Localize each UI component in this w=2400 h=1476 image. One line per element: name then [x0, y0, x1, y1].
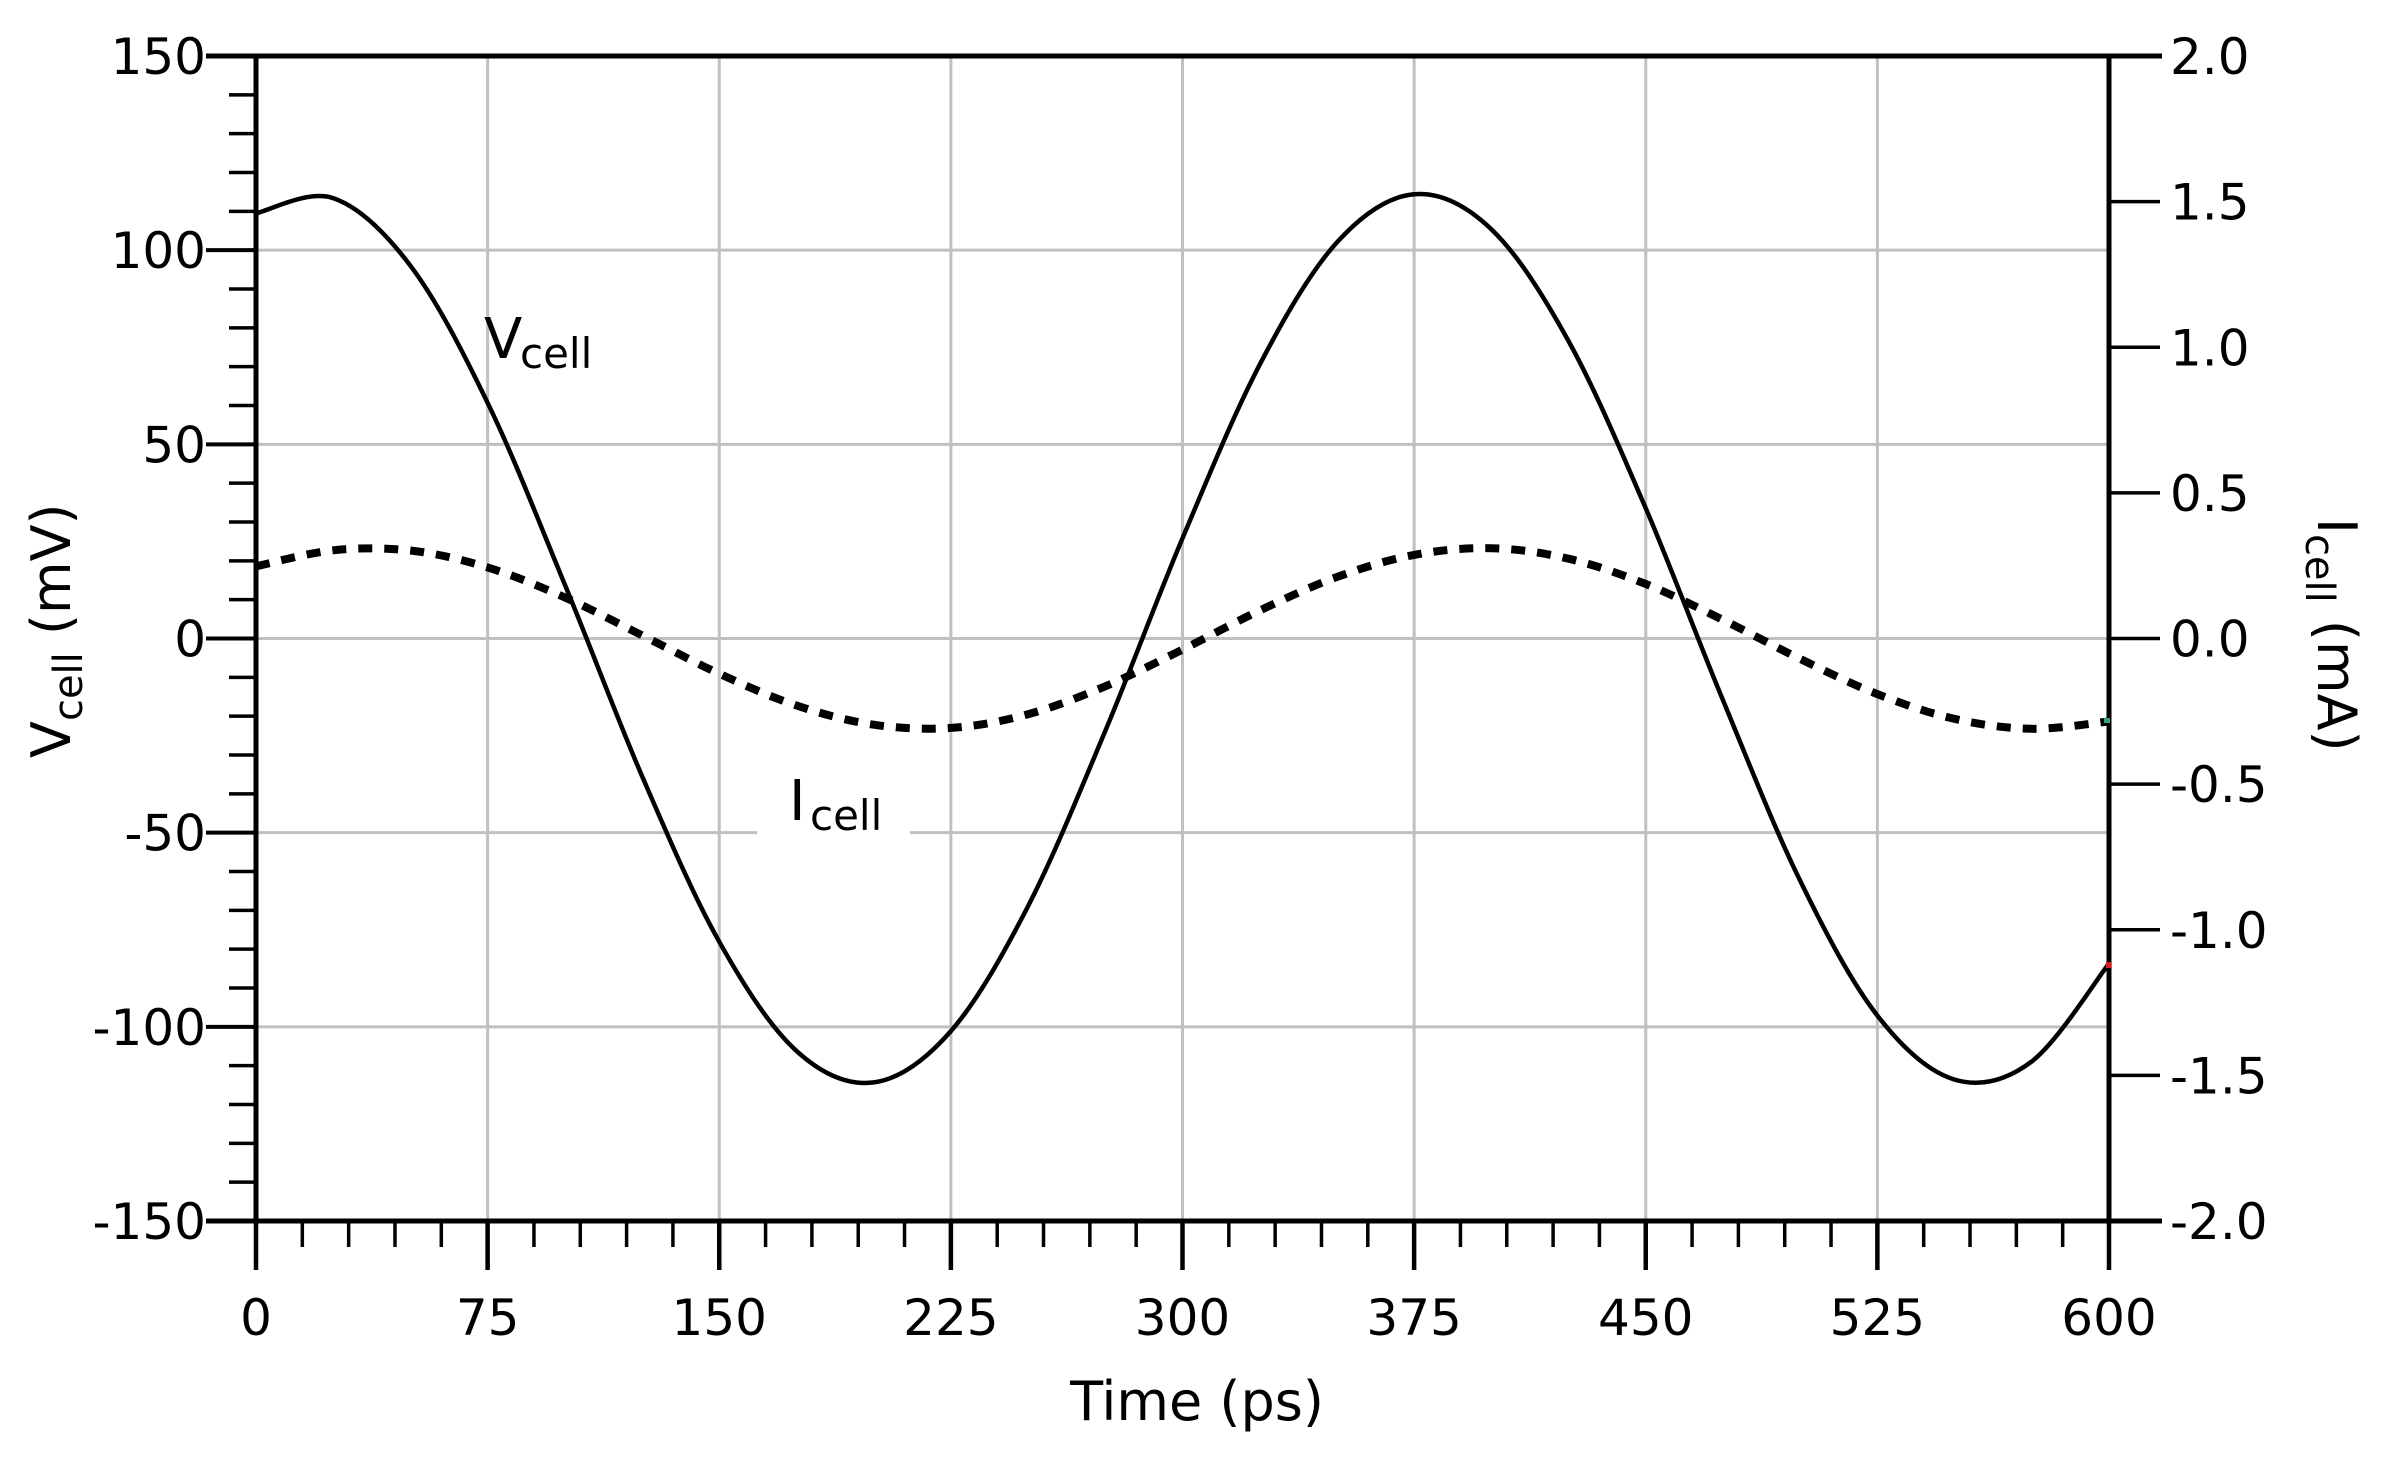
x-tick-label: 225 — [903, 1289, 998, 1347]
vcell-end-marker — [2106, 962, 2111, 968]
x-tick-label: 450 — [1598, 1289, 1693, 1347]
icell-annotation: I cell — [757, 760, 910, 855]
right-tick-label: -1.5 — [2170, 1047, 2268, 1105]
icell-annotation-main: I — [789, 769, 806, 834]
left-tick-label: 100 — [111, 222, 206, 280]
x-tick-label: 0 — [240, 1289, 272, 1347]
right-tick-label: 1.0 — [2170, 319, 2250, 377]
left-axis-title: Vcell (mV) — [20, 503, 92, 758]
right-tick-label: -1.0 — [2170, 902, 2268, 960]
x-tick-label: 525 — [1830, 1289, 1925, 1347]
right-axis-title: Icell (mA) — [2296, 518, 2368, 752]
left-tick-label: -150 — [93, 1193, 206, 1251]
axes — [206, 53, 2162, 1270]
vcell-annotation: V cell — [484, 307, 592, 378]
vcell-annotation-main: V — [484, 307, 522, 372]
tick-labels: 0 75 150 225 300 375 450 525 600 150 100 50 0 -50 -100… — [93, 28, 2268, 1347]
right-tick-label: 2.0 — [2170, 28, 2250, 86]
left-tick-label: 150 — [111, 28, 206, 86]
left-tick-label: 50 — [142, 416, 206, 474]
x-axis-title: Time (ps) — [1069, 1370, 1324, 1433]
icell-series-line — [255, 544, 2110, 733]
right-tick-label: 0.0 — [2170, 611, 2250, 669]
plot-series — [255, 191, 2111, 1086]
x-tick-label: 600 — [2061, 1289, 2156, 1347]
right-axis-title-main: Icell (mA) — [2296, 518, 2368, 752]
icell-end-marker — [2104, 718, 2110, 723]
icell-annotation-sub: cell — [810, 791, 882, 840]
x-tick-label: 375 — [1366, 1289, 1461, 1347]
left-tick-label: -100 — [93, 999, 206, 1057]
x-tick-label: 75 — [456, 1289, 520, 1347]
icell-annotation-background — [757, 760, 910, 855]
left-axis-title-main: Vcell (mV) — [20, 503, 92, 758]
left-tick-label: -50 — [124, 805, 206, 863]
vcell-annotation-sub: cell — [520, 329, 592, 378]
right-tick-label: -0.5 — [2170, 756, 2268, 814]
vcell-series-line — [255, 191, 2111, 1086]
right-tick-label: 0.5 — [2170, 465, 2250, 523]
right-tick-label: -2.0 — [2170, 1193, 2268, 1251]
x-tick-label: 150 — [672, 1289, 767, 1347]
right-tick-label: 1.5 — [2170, 174, 2250, 232]
grid-lines — [254, 54, 2111, 1223]
x-tick-label: 300 — [1135, 1289, 1230, 1347]
left-tick-label: 0 — [174, 611, 206, 669]
